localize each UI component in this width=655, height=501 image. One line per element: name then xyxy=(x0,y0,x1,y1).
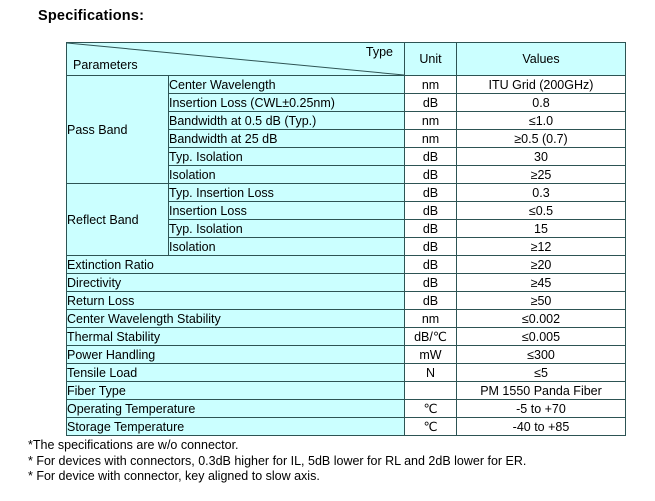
unit-cell xyxy=(404,381,457,400)
parameter-cell: Center Wavelength xyxy=(168,75,405,94)
table-row: Thermal Stability dB/℃ ≤0.005 xyxy=(66,327,626,346)
table-row: Isolation dB ≥12 xyxy=(67,237,626,256)
parameter-group-cell: Reflect Band xyxy=(66,183,169,256)
table-header-row: Type Parameters Unit Values xyxy=(66,42,626,76)
table-row: Insertion Loss dB ≤0.5 xyxy=(67,201,626,220)
table-row: Fiber Type PM 1550 Panda Fiber xyxy=(66,381,626,400)
unit-cell: dB xyxy=(404,219,457,238)
unit-cell: dB xyxy=(404,237,457,256)
value-cell: 0.3 xyxy=(456,183,626,202)
unit-cell: nm xyxy=(404,129,457,148)
value-cell: ≥45 xyxy=(456,273,626,292)
unit-cell: dB xyxy=(404,273,457,292)
table-row: Bandwidth at 25 dB nm ≥0.5 (0.7) xyxy=(67,129,626,148)
table-row: Bandwidth at 0.5 dB (Typ.) nm ≤1.0 xyxy=(67,111,626,130)
value-cell: ≥20 xyxy=(456,255,626,274)
parameter-cell: Operating Temperature xyxy=(66,399,405,418)
value-cell: 15 xyxy=(456,219,626,238)
unit-header-label: Unit xyxy=(404,42,457,76)
type-header-label: Type xyxy=(365,45,393,59)
diagonal-divider xyxy=(67,43,404,75)
value-cell: ≤1.0 xyxy=(456,111,626,130)
table-row: Extinction Ratio dB ≥20 xyxy=(66,255,626,274)
table-row: Pass Band Center Wavelength nm ITU Grid (20… xyxy=(66,75,626,184)
table-row: Center Wavelength Stability nm ≤0.002 xyxy=(66,309,626,328)
type-parameters-header-cell: Type Parameters xyxy=(66,42,405,76)
value-cell: PM 1550 Panda Fiber xyxy=(456,381,626,400)
parameter-cell: Bandwidth at 25 dB xyxy=(168,129,405,148)
value-cell: 30 xyxy=(456,147,626,166)
parameter-cell: Fiber Type xyxy=(66,381,405,400)
parameter-cell: Center Wavelength Stability xyxy=(66,309,405,328)
value-cell: -40 to +85 xyxy=(456,417,626,436)
table-row: Tensile Load N ≤5 xyxy=(66,363,626,382)
unit-cell: dB xyxy=(404,93,457,112)
value-cell: -5 to +70 xyxy=(456,399,626,418)
parameter-cell: Insertion Loss xyxy=(168,201,405,220)
parameter-cell: Typ. Isolation xyxy=(168,147,405,166)
unit-cell: dB xyxy=(404,291,457,310)
value-cell: ITU Grid (200GHz) xyxy=(456,75,626,94)
value-cell: ≥0.5 (0.7) xyxy=(456,129,626,148)
value-cell: ≥12 xyxy=(456,237,626,256)
value-cell: ≤300 xyxy=(456,345,626,364)
value-cell: ≤0.005 xyxy=(456,327,626,346)
footnotes: *The specifications are w/o connector. *… xyxy=(28,438,526,485)
value-cell: ≤0.5 xyxy=(456,201,626,220)
table-row: Storage Temperature ℃ -40 to +85 xyxy=(66,417,626,436)
parameter-cell: Extinction Ratio xyxy=(66,255,405,274)
table-row: Reflect Band Typ. Insertion Loss dB 0.3 xyxy=(66,183,626,256)
unit-cell: mW xyxy=(404,345,457,364)
unit-cell: dB xyxy=(404,255,457,274)
unit-cell: nm xyxy=(404,75,457,94)
parameter-cell: Isolation xyxy=(168,165,405,184)
value-cell: ≤5 xyxy=(456,363,626,382)
unit-cell: dB xyxy=(404,201,457,220)
parameter-cell: Thermal Stability xyxy=(66,327,405,346)
table-row: Isolation dB ≥25 xyxy=(67,165,626,184)
table-row: Return Loss dB ≥50 xyxy=(66,291,626,310)
unit-cell: N xyxy=(404,363,457,382)
page-title: Specifications: xyxy=(38,8,145,24)
values-header-label: Values xyxy=(456,42,626,76)
unit-cell: dB xyxy=(404,147,457,166)
parameters-header-label: Parameters xyxy=(73,58,138,72)
unit-cell: nm xyxy=(404,309,457,328)
parameter-group-cell: Pass Band xyxy=(66,75,169,184)
table-row: Insertion Loss (CWL±0.25nm) dB 0.8 xyxy=(67,93,626,112)
parameter-cell: Bandwidth at 0.5 dB (Typ.) xyxy=(168,111,405,130)
table-row: Directivity dB ≥45 xyxy=(66,273,626,292)
table-row: Typ. Isolation dB 30 xyxy=(67,147,626,166)
value-cell: 0.8 xyxy=(456,93,626,112)
unit-cell: ℃ xyxy=(404,417,457,436)
table-row: Power Handling mW ≤300 xyxy=(66,345,626,364)
parameter-cell: Storage Temperature xyxy=(66,417,405,436)
parameter-cell: Tensile Load xyxy=(66,363,405,382)
table-row: Operating Temperature ℃ -5 to +70 xyxy=(66,399,626,418)
footnote-line: * For devices with connectors, 0.3dB hig… xyxy=(28,453,527,468)
value-cell: ≥25 xyxy=(456,165,626,184)
parameter-cell: Typ. Isolation xyxy=(168,219,405,238)
unit-cell: dB xyxy=(404,183,457,202)
parameter-cell: Power Handling xyxy=(66,345,405,364)
footnote-line: *The specifications are w/o connector. xyxy=(28,438,239,452)
parameter-cell: Insertion Loss (CWL±0.25nm) xyxy=(168,93,405,112)
value-cell: ≥50 xyxy=(456,291,626,310)
unit-cell: dB/℃ xyxy=(404,327,457,346)
unit-cell: dB xyxy=(404,165,457,184)
parameter-cell: Typ. Insertion Loss xyxy=(168,183,405,202)
specifications-table: Type Parameters Unit Values Pass Band Cen… xyxy=(66,42,626,436)
unit-cell: nm xyxy=(404,111,457,130)
table-row: Typ. Isolation dB 15 xyxy=(67,219,626,238)
footnote-line: * For device with connector, key aligned… xyxy=(28,469,320,483)
parameter-cell: Isolation xyxy=(168,237,405,256)
value-cell: ≤0.002 xyxy=(456,309,626,328)
unit-cell: ℃ xyxy=(404,399,457,418)
parameter-cell: Return Loss xyxy=(66,291,405,310)
parameter-cell: Directivity xyxy=(66,273,405,292)
